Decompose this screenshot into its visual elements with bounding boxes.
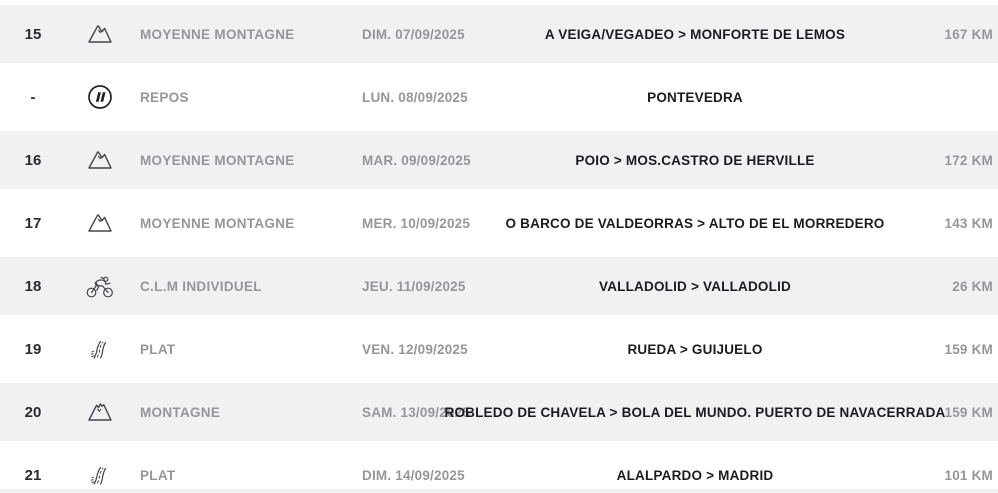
stage-distance: 172 KM	[944, 152, 993, 168]
stage-type: PLAT	[140, 341, 176, 357]
flat-road-icon	[85, 460, 115, 490]
stage-type: REPOS	[140, 89, 189, 105]
stage-number: 15	[24, 25, 42, 43]
medium-mountain-icon	[85, 145, 115, 175]
stage-type: MOYENNE MONTAGNE	[140, 26, 295, 42]
stage-route-cell: VALLADOLID > VALLADOLID	[470, 279, 920, 294]
stage-route-cell: POIO > MOS.CASTRO DE HERVILLE	[470, 153, 920, 168]
stage-route: VALLADOLID > VALLADOLID	[599, 278, 791, 294]
stage-row[interactable]: 19 PLAT VEN. 12/09/2025 RUEDA > GUIJU	[0, 320, 998, 378]
stage-number: 16	[24, 151, 42, 169]
stage-route-cell: RUEDA > GUIJUELO	[470, 342, 920, 357]
stage-distance: 167 KM	[944, 26, 993, 42]
stage-type-icon-cell	[66, 460, 134, 490]
stage-distance: 101 KM	[944, 467, 993, 483]
stage-row[interactable]: 18	[0, 257, 998, 315]
stage-type-icon-cell	[66, 208, 134, 238]
stage-date: DIM. 07/09/2025	[362, 26, 465, 42]
next-row-edge	[0, 489, 998, 493]
stage-route: A VEIGA/VEGADEO > MONFORTE DE LEMOS	[544, 26, 846, 42]
stage-type: C.L.M INDIVIDUEL	[140, 278, 262, 294]
stage-date: VEN. 12/09/2025	[362, 341, 468, 357]
stage-number: 18	[24, 277, 42, 295]
stage-type-icon-cell	[66, 397, 134, 427]
stage-row[interactable]: - REPOS LUN. 08/09/2025 PONTEVEDRA	[0, 68, 998, 126]
stage-route: PONTEVEDRA	[647, 89, 743, 105]
stage-number: -	[30, 88, 36, 106]
stage-row[interactable]: 21 PLAT DIM. 14/09/2025 ALALPARDO > M	[0, 446, 998, 493]
stage-route: POIO > MOS.CASTRO DE HERVILLE	[575, 152, 815, 168]
stage-type-icon-cell	[66, 334, 134, 364]
stage-type-icon-cell	[66, 82, 134, 112]
stage-date: SAM. 13/09/2025	[362, 404, 471, 420]
stage-row[interactable]: 17 MOYENNE MONTAGNE MER. 10/09/2025 O BA…	[0, 194, 998, 252]
stage-number: 19	[24, 340, 42, 358]
stage-route: O BARCO DE VALDEORRAS > ALTO DE EL MORRE…	[505, 215, 885, 231]
stage-number: 20	[24, 403, 42, 421]
stage-route: RUEDA > GUIJUELO	[627, 341, 763, 357]
stage-row[interactable]: 15 MOYENNE MONTAGNE DIM. 07/09/2025 A VE…	[0, 5, 998, 63]
stage-type: MOYENNE MONTAGNE	[140, 215, 295, 231]
time-trial-bike-icon	[84, 271, 116, 301]
stage-distance: 159 KM	[944, 404, 993, 420]
stage-route-cell: ALALPARDO > MADRID	[470, 468, 920, 483]
stage-route-cell: O BARCO DE VALDEORRAS > ALTO DE EL MORRE…	[470, 216, 920, 231]
stage-route: ROBLEDO DE CHAVELA > BOLA DEL MUNDO. PUE…	[444, 404, 946, 420]
stage-date: LUN. 08/09/2025	[362, 89, 468, 105]
stage-row[interactable]: 16 MOYENNE MONTAGNE MAR. 09/09/2025 POIO…	[0, 131, 998, 189]
stage-date: MER. 10/09/2025	[362, 215, 471, 231]
rest-pause-icon	[85, 82, 115, 112]
stage-route-cell: PONTEVEDRA	[470, 90, 920, 105]
stage-type-icon-cell	[66, 271, 134, 301]
stage-distance: 159 KM	[944, 341, 993, 357]
medium-mountain-icon	[85, 19, 115, 49]
stage-type: MOYENNE MONTAGNE	[140, 152, 295, 168]
mountain-icon	[85, 397, 115, 427]
stage-number: 21	[24, 466, 42, 484]
medium-mountain-icon	[85, 208, 115, 238]
stage-date: JEU. 11/09/2025	[362, 278, 466, 294]
stage-date: DIM. 14/09/2025	[362, 467, 465, 483]
stage-route-cell: ROBLEDO DE CHAVELA > BOLA DEL MUNDO. PUE…	[445, 405, 946, 420]
stage-date: MAR. 09/09/2025	[362, 152, 471, 168]
stage-type-icon-cell	[66, 145, 134, 175]
stage-type-icon-cell	[66, 19, 134, 49]
stage-distance: 143 KM	[944, 215, 993, 231]
flat-road-icon	[85, 334, 115, 364]
stage-row[interactable]: 20 MONTAGNE SAM. 13/09/2025 ROBLEDO DE C…	[0, 383, 998, 441]
stage-route-cell: A VEIGA/VEGADEO > MONFORTE DE LEMOS	[470, 27, 920, 42]
stage-type: PLAT	[140, 467, 176, 483]
stage-type: MONTAGNE	[140, 404, 221, 420]
stage-route: ALALPARDO > MADRID	[616, 467, 774, 483]
stage-number: 17	[24, 214, 42, 232]
stage-distance: 26 KM	[952, 278, 993, 294]
